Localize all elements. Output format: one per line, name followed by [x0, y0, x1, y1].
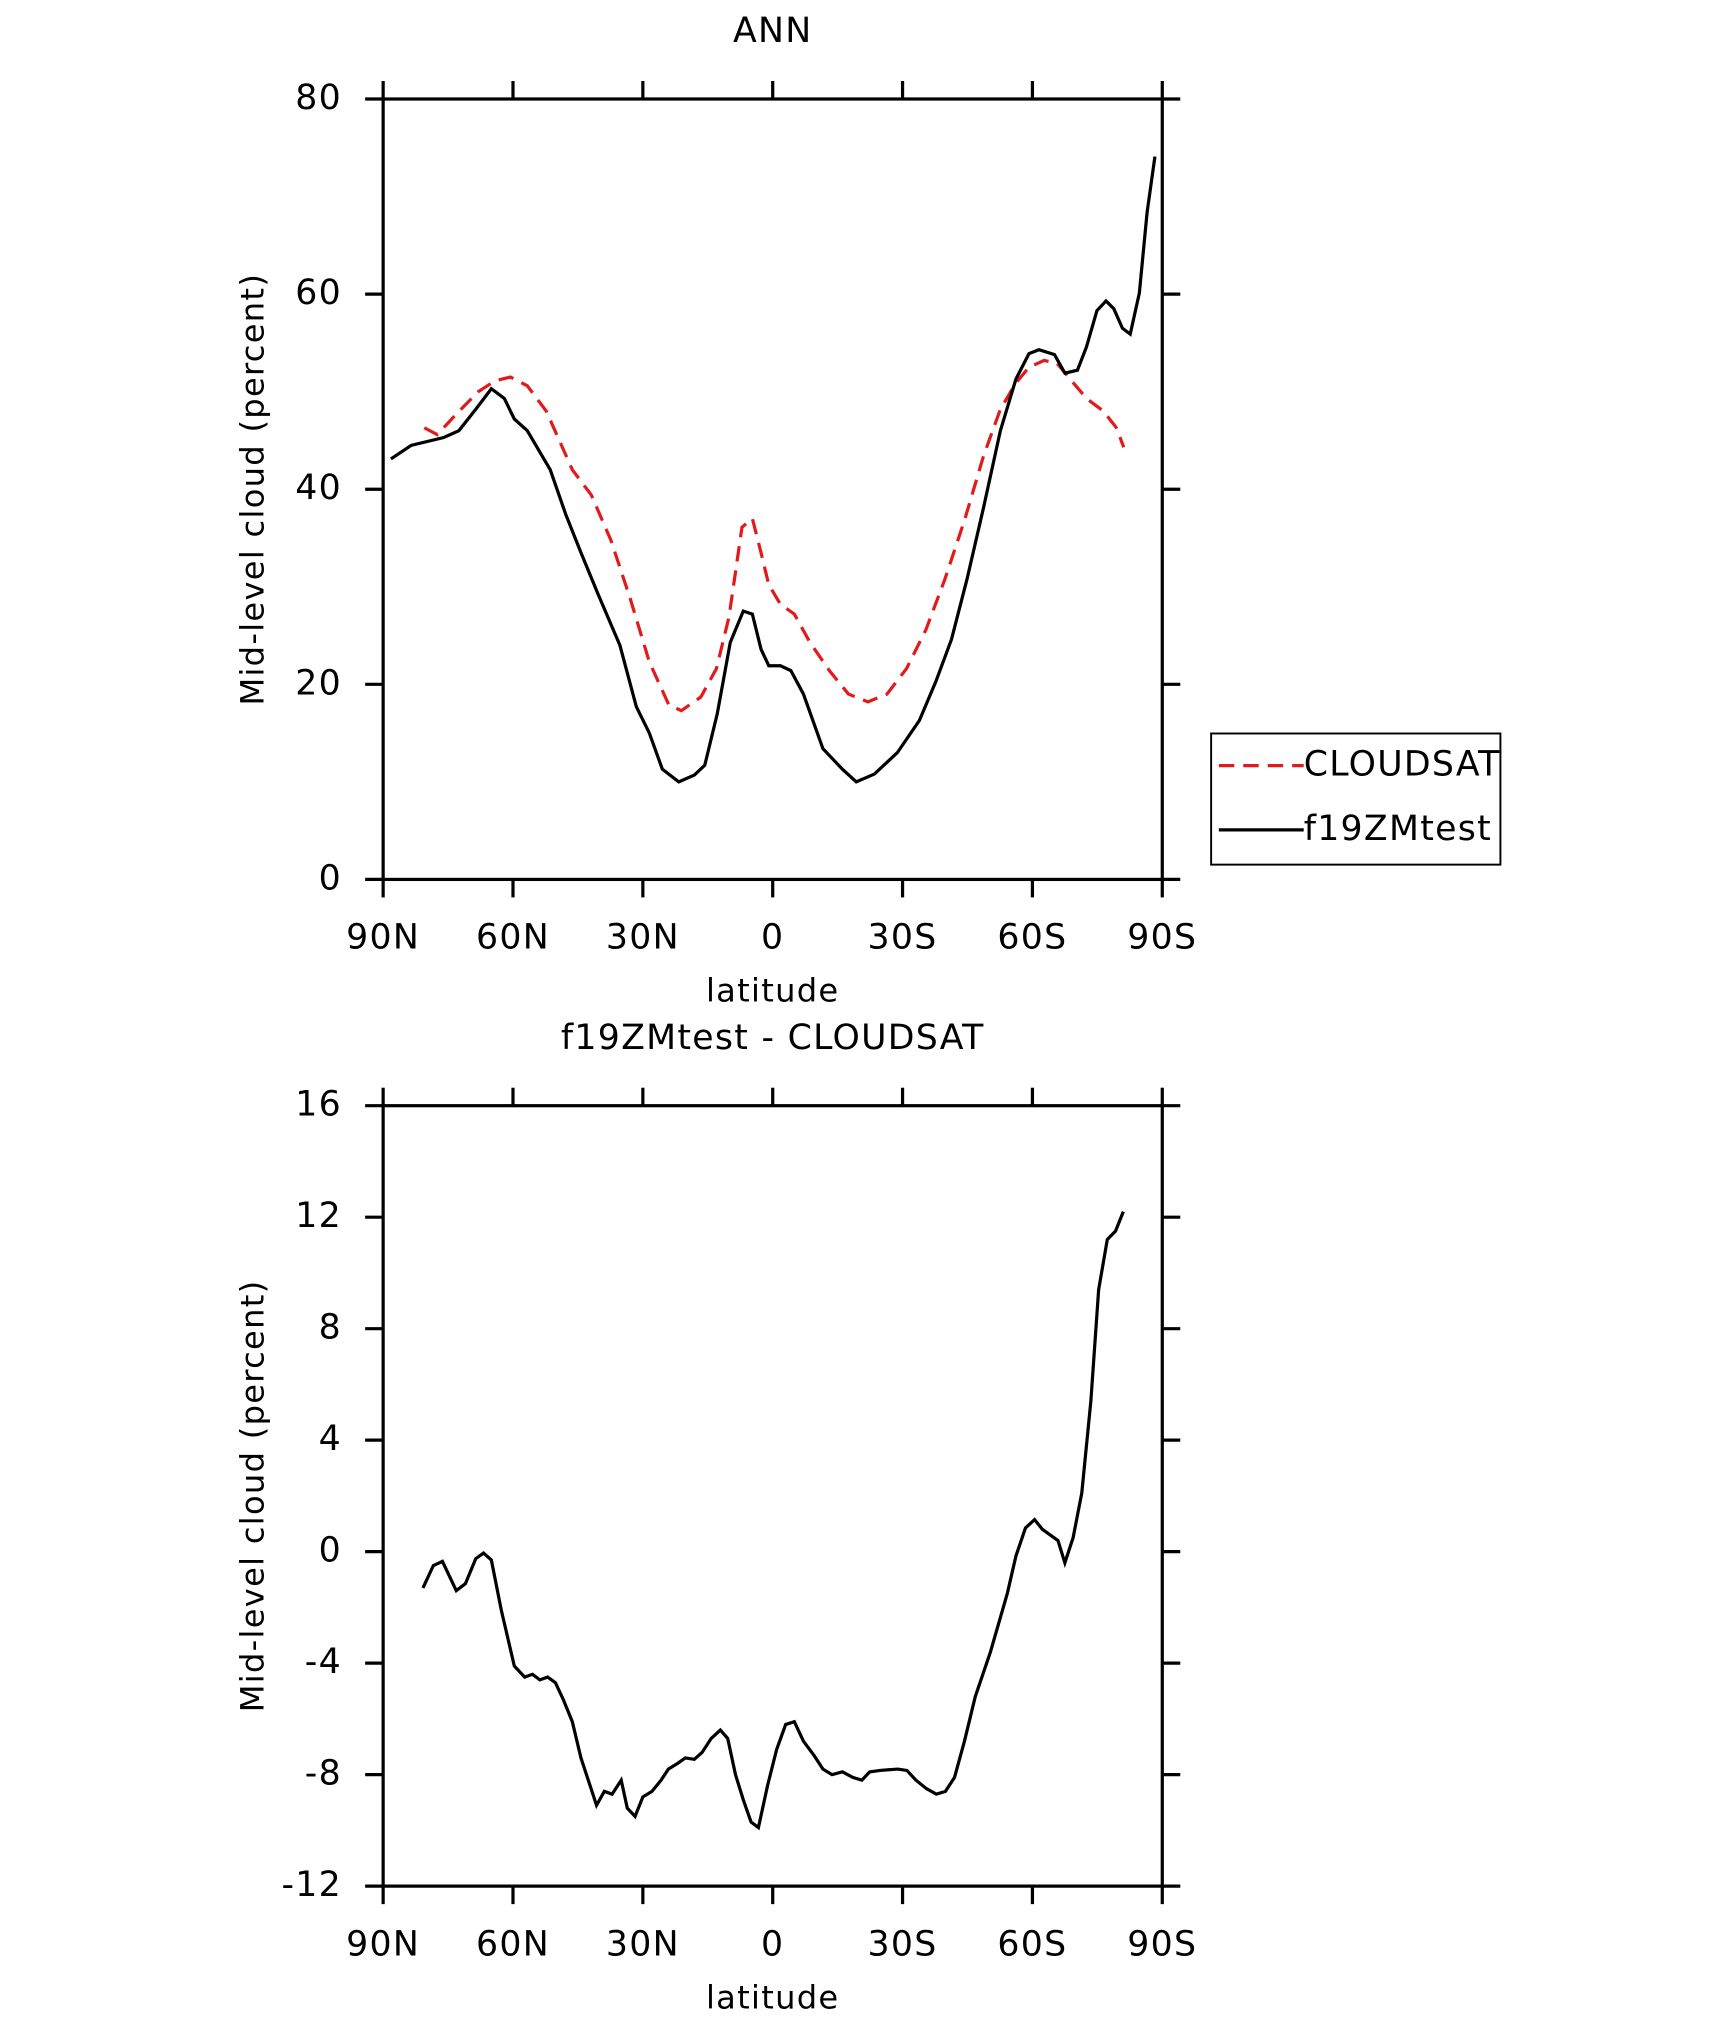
y-axis-label: Mid-level cloud (percent) — [234, 273, 272, 706]
x-axis-label: latitude — [706, 972, 840, 1010]
y-tick-label: -12 — [281, 1865, 342, 1905]
x-tick-label: 60S — [997, 1924, 1067, 1964]
x-tick-label: 90N — [346, 918, 420, 958]
legend-label: CLOUDSAT — [1304, 745, 1501, 785]
y-tick-label: 0 — [319, 1531, 342, 1571]
y-tick-label: 20 — [295, 663, 342, 703]
x-tick-label: 30N — [606, 1924, 680, 1964]
chart: ANN latitude Mid-level cloud (percent) 0 20 4… — [234, 11, 1502, 1010]
legend: CLOUDSAT f19ZMtest — [1210, 732, 1502, 866]
x-tick-label: 0 — [761, 918, 784, 958]
y-tick-label: -8 — [305, 1754, 342, 1794]
chart-title: ANN — [733, 11, 813, 51]
x-tick-label: 60N — [476, 918, 550, 958]
y-tick-label: 12 — [295, 1196, 342, 1236]
x-tick-label: 60N — [476, 1924, 550, 1964]
y-tick-label: -4 — [305, 1642, 342, 1682]
legend-box — [1210, 732, 1502, 866]
y-tick-label: 40 — [295, 468, 342, 508]
y-tick-label: 16 — [295, 1085, 342, 1125]
x-axis-label: latitude — [706, 1978, 840, 2016]
y-tick-label: 60 — [295, 273, 342, 313]
x-tick-label: 30S — [868, 1924, 938, 1964]
x-tick-label: 30S — [868, 918, 938, 958]
x-tick-label: 90S — [1127, 918, 1197, 958]
data-line — [423, 358, 1126, 713]
plot-frame — [381, 97, 1164, 882]
x-tick-label: 60S — [997, 918, 1067, 958]
data-line — [390, 156, 1157, 784]
chart: f19ZMtest - CLOUDSAT latitude Mid-level cl… — [234, 1018, 1197, 2016]
legend-label: f19ZMtest — [1304, 809, 1492, 849]
x-tick-label: 30N — [606, 918, 680, 958]
x-tick-label: 0 — [761, 1924, 784, 1964]
chart-title: f19ZMtest - CLOUDSAT — [561, 1018, 985, 1058]
y-tick-label: 4 — [319, 1419, 342, 1459]
y-axis-label: Mid-level cloud (percent) — [234, 1280, 272, 1713]
y-tick-label: 80 — [295, 78, 342, 118]
x-tick-label: 90N — [346, 1924, 420, 1964]
data-line — [421, 1211, 1125, 1831]
x-tick-label: 90S — [1127, 1924, 1197, 1964]
y-tick-label: 8 — [319, 1308, 342, 1348]
y-tick-label: 0 — [319, 858, 342, 898]
